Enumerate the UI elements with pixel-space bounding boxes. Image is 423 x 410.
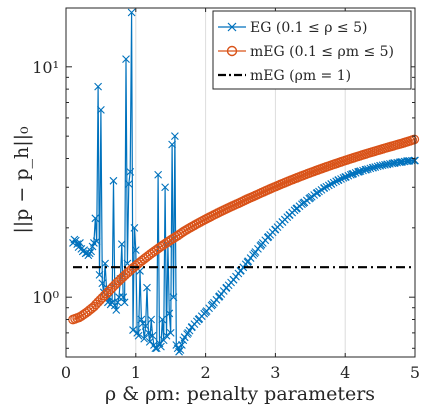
ticks: 0 1 2 3 4 5 10⁰ 10¹ [32,8,420,382]
data-point [154,170,163,179]
legend-label-eg: EG (0.1 ≤ ρ ≤ 5) [250,20,367,36]
data-point [148,331,157,340]
data-point [334,176,343,184]
series-layer [68,8,420,356]
data-point [373,162,382,171]
data-point [119,293,128,302]
data-point [346,170,355,179]
data-point [354,168,363,176]
data-point [157,342,165,351]
data-point [329,178,338,187]
x-axis-label: ρ & ρm: penalty parameters [105,383,375,405]
data-point [134,331,143,340]
y-tick-label: 10¹ [32,58,59,77]
data-point [159,336,168,345]
data-point [94,82,102,91]
data-point [168,140,176,149]
data-point [356,167,365,176]
data-point [144,328,153,337]
x-tick-label: 4 [340,363,350,382]
data-point [112,306,121,314]
legend-marker-eg [227,22,237,32]
data-point [166,328,175,337]
data-point [147,315,156,324]
data-point [76,239,84,247]
data-point [117,240,126,248]
data-point [158,315,167,324]
x-tick-label: 3 [270,363,280,382]
data-point [95,270,104,279]
series-1 [68,134,420,325]
data-point [322,182,331,191]
data-point [371,163,380,171]
data-point [131,246,140,255]
data-point [368,163,377,172]
data-point [351,168,360,177]
legend: EG (0.1 ≤ ρ ≤ 5) mEG (0.1 ≤ ρm ≤ 5) mEG … [212,10,412,90]
data-point [332,177,341,186]
data-point [130,223,139,232]
x-tick-label: 0 [61,363,71,382]
data-point [91,214,100,223]
data-point [339,173,348,182]
data-point [349,169,358,178]
data-point [97,106,105,114]
y-axis-label: ||p − p_h||₀ [11,126,33,234]
legend-marker-meg [226,45,238,57]
data-point [366,164,375,173]
data-point [162,331,171,340]
data-point [126,167,135,176]
data-point [161,183,170,192]
data-point [327,180,336,188]
data-point [145,337,154,346]
data-point [141,322,150,330]
data-point [143,283,151,292]
data-point [177,341,186,349]
data-point [337,175,345,183]
x-tick-label: 2 [201,363,211,382]
legend-label-meg-ref: mEG (ρm = 1) [250,68,351,84]
data-point [122,55,130,63]
data-point [320,184,328,193]
y-tick-label: 10⁰ [32,288,59,307]
data-point [363,165,372,173]
data-point [140,334,149,343]
data-point [409,134,420,145]
data-point [183,330,191,339]
series-0 [69,8,419,356]
data-point [410,156,419,165]
data-point [152,344,161,353]
data-point [359,166,367,175]
data-point [344,171,353,180]
data-point [124,180,133,188]
data-point [127,8,136,17]
data-point [165,309,174,318]
data-point [361,165,370,174]
data-point [92,237,101,246]
data-point [324,181,333,190]
x-tick-label: 5 [410,363,420,382]
data-point [87,247,96,256]
legend-label-meg: mEG (0.1 ≤ ρm ≤ 5) [250,44,394,60]
data-point [176,346,185,354]
data-point [120,298,129,307]
data-point [109,176,118,185]
data-point [101,259,109,268]
data-point [169,293,178,302]
axes-frame [65,7,416,358]
data-point [342,172,350,181]
x-tick-label: 1 [131,363,141,382]
data-point [185,326,194,335]
data-point [170,132,179,141]
